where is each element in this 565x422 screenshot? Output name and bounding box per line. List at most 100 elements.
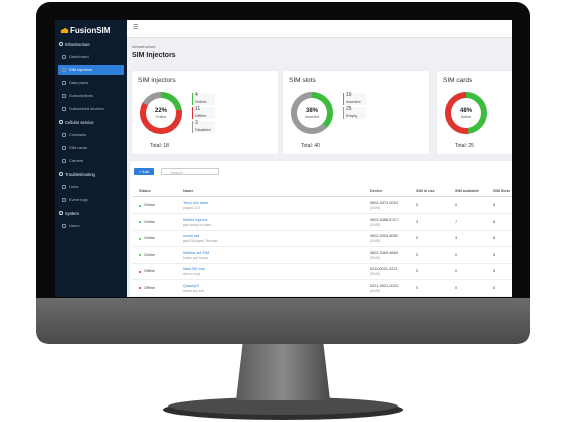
card-title: SIM injectors xyxy=(138,77,176,84)
legend-value: 15 xyxy=(346,92,352,98)
status: Offline xyxy=(144,269,155,273)
stat-card: SIM slots 38% Inserted Total: 40 15 Inserted 2… xyxy=(283,71,429,154)
donut xyxy=(291,92,333,134)
nav-icon xyxy=(62,133,66,137)
card-total: Total: 18 xyxy=(150,143,169,149)
nav-item[interactable]: Users xyxy=(58,221,124,231)
nav-item[interactable]: SIM cards xyxy=(58,143,124,153)
add-button[interactable]: + Add xyxy=(134,168,154,175)
column-header: SIM Slots xyxy=(493,189,511,193)
device-sub: (SIMS) xyxy=(370,239,381,243)
search-input[interactable]: Search xyxy=(161,168,219,175)
count: 0 xyxy=(416,203,419,207)
status-dot xyxy=(139,254,142,257)
card-title: SIM cards xyxy=(443,77,473,84)
name-sub: gdp RIA Agent, Rauvias xyxy=(183,239,218,243)
count: 0 xyxy=(416,269,419,273)
logo-icon xyxy=(60,28,69,33)
column-header: SIM in use xyxy=(416,189,435,193)
count: 0 xyxy=(455,269,458,273)
name-sub: Urban bor sub xyxy=(183,288,204,293)
brand: FusionSIM xyxy=(70,26,111,35)
name-link[interactable]: QuantyIO xyxy=(183,283,200,288)
nav-icon xyxy=(62,224,66,228)
nav-item[interactable]: SIM injectors xyxy=(58,65,124,75)
device: 0602-0003-8080 xyxy=(370,234,398,238)
legend-item: 15 Inserted xyxy=(343,92,366,105)
count: 0 xyxy=(455,252,458,257)
count: 8 xyxy=(493,252,496,257)
device: 0602-0488-E1C7 xyxy=(370,217,399,222)
column-header: Name xyxy=(183,189,194,193)
count: 8 xyxy=(493,236,496,240)
device: 0221-0021-0023 xyxy=(370,283,398,288)
nav-item[interactable]: Dashboard xyxy=(58,52,124,62)
legend-label: Online xyxy=(195,98,207,104)
header-rule xyxy=(132,196,512,197)
count: 7 xyxy=(455,219,458,224)
nav-item[interactable]: Contracts xyxy=(58,130,124,140)
nav-icon xyxy=(62,159,66,163)
page-title: SIM Injectors xyxy=(132,52,176,59)
section-icon xyxy=(59,211,63,215)
column-header: Status xyxy=(139,189,151,193)
nav-icon xyxy=(62,55,66,59)
count: 0 xyxy=(416,236,419,240)
nav-item[interactable]: Links xyxy=(58,182,124,192)
donut-segment xyxy=(140,92,182,134)
sidebar-section: Cellular service xyxy=(65,120,94,125)
nav-icon xyxy=(62,81,66,85)
name-sub: view d.ch.ja xyxy=(183,272,201,276)
device: 0211-0021-0221 xyxy=(370,267,398,271)
count: 0 xyxy=(416,285,419,290)
screen: FusionSIM Infrastructure Dashboard SIM inj… xyxy=(55,20,512,297)
legend-value: 3 xyxy=(195,120,198,126)
nav-icon xyxy=(62,94,66,98)
nav-item[interactable]: Subscriptions xyxy=(58,91,124,101)
menu-button[interactable]: ☰ xyxy=(133,25,139,31)
legend-item: 11 Offline xyxy=(192,106,215,119)
sidebar-section: System xyxy=(65,211,79,216)
legend-value: 25 xyxy=(346,106,352,112)
donut-percent: 22% xyxy=(154,108,167,114)
status: Online xyxy=(144,236,155,240)
donut-segment xyxy=(445,92,487,134)
device-sub: (SIMS) xyxy=(370,272,381,276)
status-dot xyxy=(139,287,142,290)
count: 0 xyxy=(455,203,458,207)
donut-percent: 38% xyxy=(305,108,318,114)
legend-label: Empty xyxy=(346,112,358,118)
name-link[interactable]: iccom sbt xyxy=(183,234,200,238)
table-card: + Add Search Status Name Device SIM in use S… xyxy=(130,161,512,297)
status: Online xyxy=(144,252,155,257)
legend-item: 4 Online xyxy=(192,92,215,105)
device-sub: (SIMS) xyxy=(370,206,381,210)
nav-icon xyxy=(62,185,66,189)
status: Online xyxy=(144,203,155,207)
name-link[interactable]: Mobiler sol SIM xyxy=(183,250,210,255)
sidebar-section: Troubleshooting xyxy=(65,172,95,177)
name-link[interactable]: Telco sim bank xyxy=(183,201,209,205)
nav-item[interactable]: Data plans xyxy=(58,78,124,88)
card-total: Total: 40 xyxy=(301,143,320,149)
section-icon xyxy=(59,172,63,176)
device-sub: (SIMS) xyxy=(370,255,381,260)
nav-item[interactable]: Event logs xyxy=(58,195,124,205)
row-rule xyxy=(132,229,512,230)
donut-caption: Online xyxy=(155,115,167,119)
column-header: Device xyxy=(370,189,383,193)
donut xyxy=(140,92,182,134)
row-rule xyxy=(132,246,512,247)
nav-item[interactable]: Subscribed devices xyxy=(58,104,124,114)
donut xyxy=(445,92,487,134)
name-link[interactable]: Main BE test xyxy=(183,267,205,271)
count: 8 xyxy=(493,285,496,290)
status: Online xyxy=(144,219,155,224)
donut-caption: Inserted xyxy=(305,115,319,119)
nav-item[interactable]: Carriers xyxy=(58,156,124,166)
name-link[interactable]: Mobile Injector xyxy=(183,217,208,222)
breadcrumb[interactable]: Infrastructure xyxy=(132,44,156,49)
status: Offline xyxy=(144,285,155,290)
donut-segment xyxy=(291,92,333,134)
count: 3 xyxy=(455,236,458,240)
